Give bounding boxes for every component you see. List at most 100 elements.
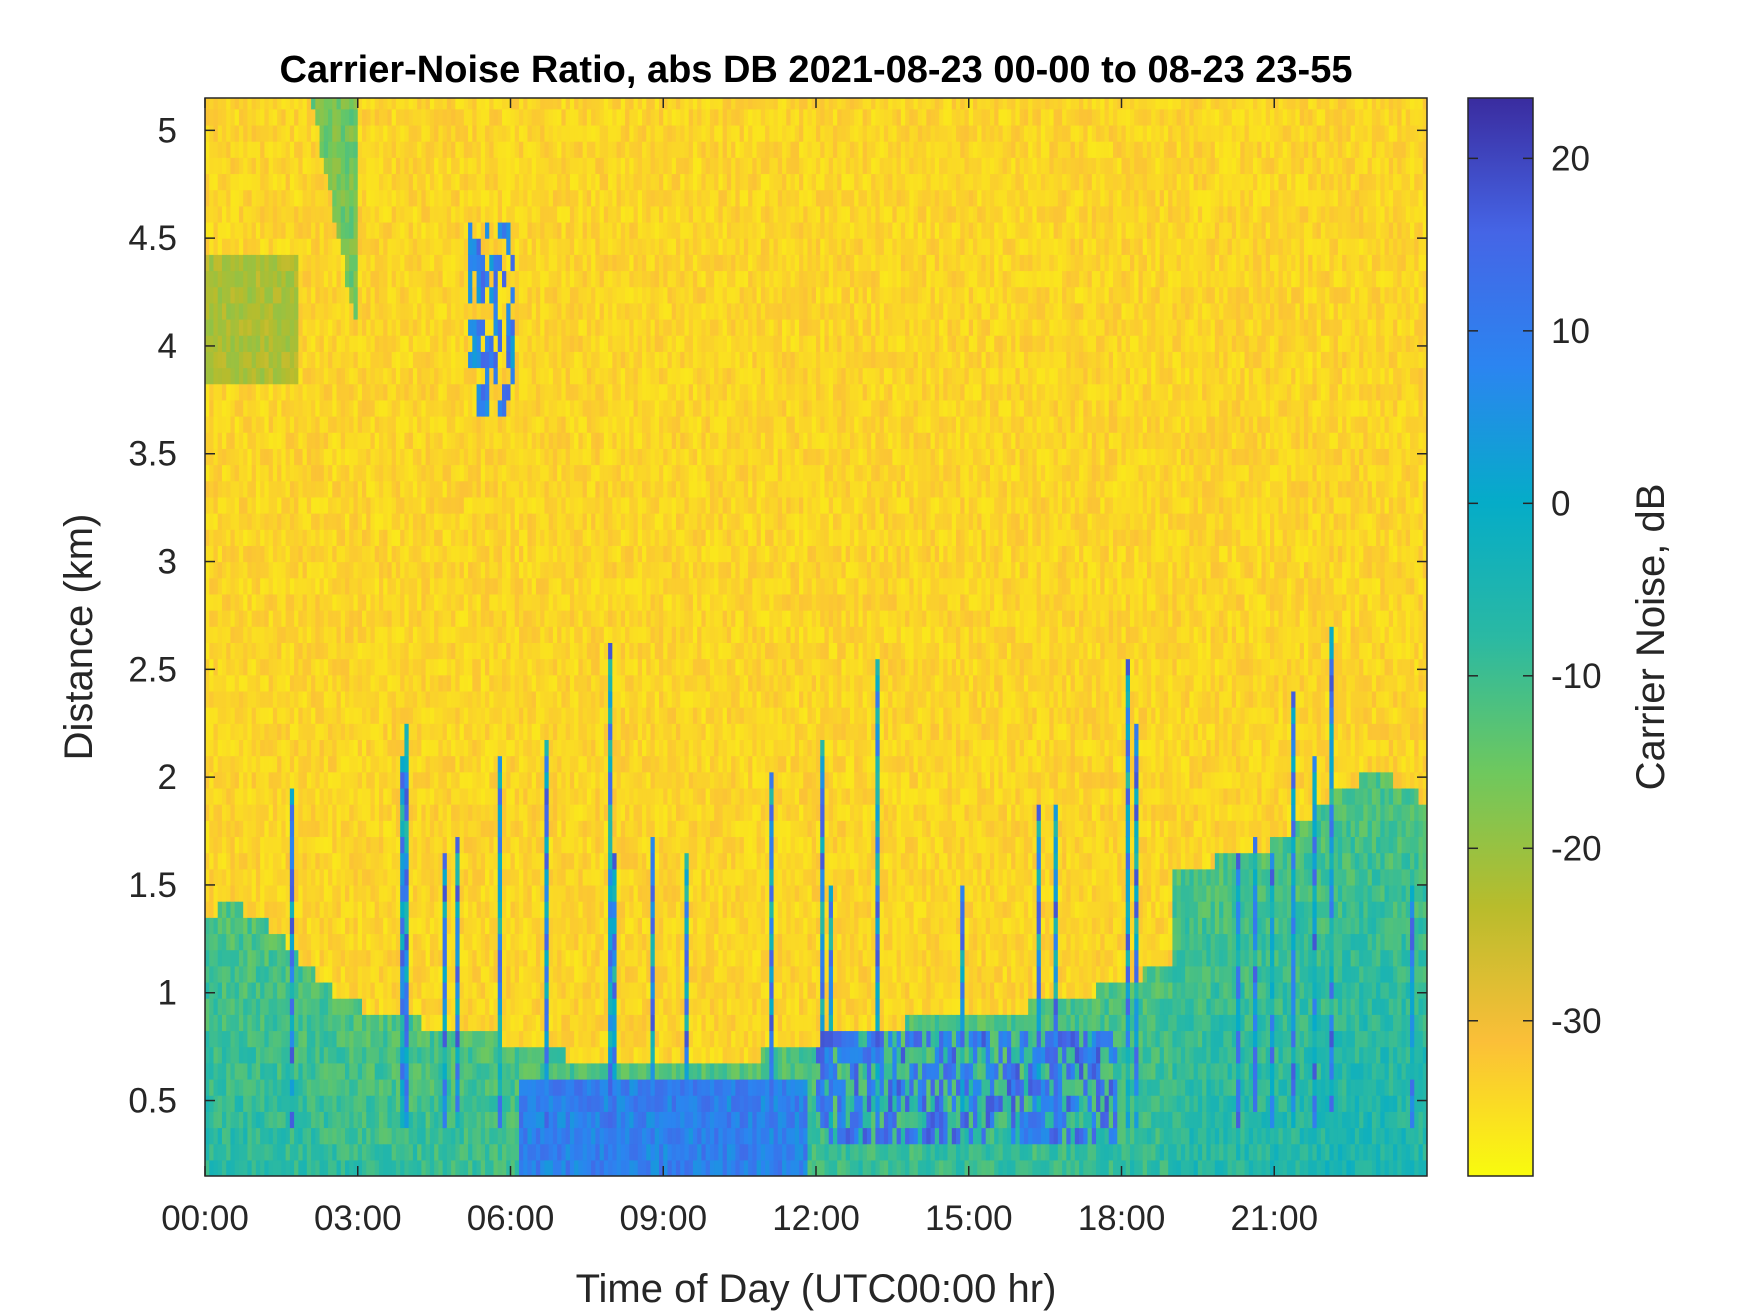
heatmap-cell [497,1159,503,1176]
heatmap-cell [383,513,389,530]
heatmap-cell [472,577,478,595]
heatmap-cell [205,1159,210,1176]
heatmap-cell [366,901,372,918]
heatmap-cell [425,448,431,466]
heatmap-cell [361,432,367,449]
heatmap-cell [281,755,287,773]
heatmap-cell [349,998,355,1015]
heatmap-cell [217,302,223,320]
heatmap-cell [421,1014,427,1032]
heatmap-cell [518,917,524,935]
heatmap-cell [234,787,240,805]
heatmap-cell [446,674,452,692]
heatmap-cell [506,270,512,288]
heatmap-cell [446,286,452,304]
heatmap-cell [463,1143,469,1161]
heatmap-cell [205,1143,210,1161]
heatmap-cell [213,254,219,272]
heatmap-cell [221,1127,227,1145]
heatmap-cell [400,270,406,288]
heatmap-cell [387,852,393,870]
heatmap-cell [226,610,232,627]
heatmap-cell [349,351,355,369]
heatmap-cell [366,108,372,126]
heatmap-cell [434,577,439,595]
heatmap-cell [340,448,346,466]
heatmap-cell [438,1127,444,1145]
heatmap-cell [468,868,473,886]
heatmap-cell [493,480,499,498]
heatmap-cell [209,351,215,369]
heatmap-cell [234,933,240,951]
heatmap-cell [468,1159,473,1176]
heatmap-cell [463,901,469,918]
heatmap-cell [205,383,210,401]
heatmap-cell [243,432,249,449]
heatmap-cell [361,464,367,482]
heatmap-cell [497,270,503,288]
heatmap-cell [404,464,410,482]
heatmap-cell [349,205,355,223]
heatmap-cell [328,1062,333,1080]
heatmap-cell [395,383,401,401]
heatmap-cell [451,1078,456,1096]
heatmap-cell [421,383,427,401]
heatmap-cell [514,399,520,417]
heatmap-cell [264,513,270,530]
heatmap-cell [234,610,240,627]
heatmap-cell [514,965,520,983]
heatmap-cell [480,949,486,967]
heatmap-cell [315,480,321,498]
heatmap-cell [289,836,295,854]
heatmap-cell [366,577,372,595]
heatmap-cell [446,318,452,336]
heatmap-cell [434,933,439,951]
heatmap-cell [285,98,291,110]
heatmap-cell [315,917,321,935]
heatmap-cell [442,1046,448,1064]
heatmap-cell [374,787,380,805]
heatmap-cell [340,513,346,530]
heatmap-cell [243,610,249,627]
heatmap-cell [353,771,359,789]
heatmap-cell [497,626,503,643]
heatmap-cell [243,1159,249,1176]
heatmap-cell [268,367,274,385]
heatmap-cell [238,189,244,207]
heatmap-cell [357,1014,363,1032]
heatmap-cell [336,1111,342,1129]
heatmap-cell [340,820,346,838]
heatmap-cell [425,610,431,627]
heatmap-cell [319,1014,325,1032]
heatmap-cell [336,189,342,207]
heatmap-cell [306,141,312,158]
heatmap-cell [493,610,499,627]
heatmap-cell [311,141,316,158]
heatmap-cell [485,998,490,1015]
heatmap-cell [489,383,495,401]
heatmap-cell [353,529,359,546]
heatmap-cell [340,981,346,999]
heatmap-cell [243,238,249,255]
heatmap-cell [289,1111,295,1129]
heatmap-cell [298,221,304,239]
heatmap-cell [429,98,435,110]
heatmap-cell [268,173,274,191]
heatmap-cell [353,124,359,142]
heatmap-cell [319,593,325,611]
heatmap-cell [230,496,236,514]
heatmap-cell [510,707,516,724]
heatmap-cell [298,286,304,304]
heatmap-cell [391,432,397,449]
heatmap-cell [209,868,215,886]
heatmap-cell [260,610,265,627]
heatmap-cell [234,189,240,207]
heatmap-cell [336,820,342,838]
heatmap-cell [289,1143,295,1161]
heatmap-cell [502,448,507,466]
heatmap-cell [221,965,227,983]
heatmap-cell [209,318,215,336]
heatmap-cell [438,286,444,304]
heatmap-cell [285,707,291,724]
heatmap-cell [459,674,465,692]
